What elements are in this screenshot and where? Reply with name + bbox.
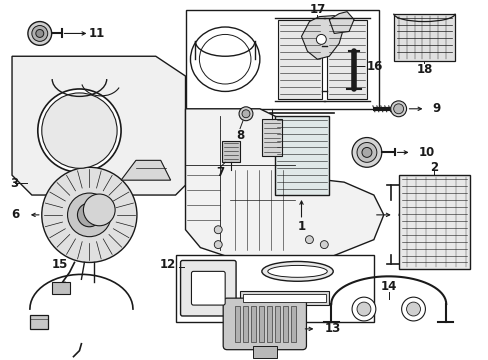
Text: 5: 5 bbox=[277, 127, 285, 140]
Text: 17: 17 bbox=[308, 3, 325, 16]
Polygon shape bbox=[12, 56, 185, 195]
Bar bbox=[282, 306, 287, 342]
Bar bbox=[277, 19, 322, 99]
Text: 3: 3 bbox=[10, 177, 18, 190]
Bar bbox=[52, 282, 69, 294]
Bar bbox=[290, 306, 295, 342]
Bar bbox=[235, 306, 240, 342]
Text: 12: 12 bbox=[159, 258, 175, 271]
Text: 2: 2 bbox=[429, 161, 438, 174]
Bar bbox=[252, 346, 276, 357]
Bar bbox=[398, 175, 469, 269]
Circle shape bbox=[356, 143, 376, 162]
Bar bbox=[175, 255, 373, 322]
Polygon shape bbox=[328, 12, 353, 33]
Circle shape bbox=[41, 167, 137, 262]
Circle shape bbox=[242, 110, 249, 118]
Circle shape bbox=[214, 226, 222, 234]
Bar bbox=[261, 119, 281, 156]
Circle shape bbox=[28, 22, 52, 45]
Text: 9: 9 bbox=[431, 102, 440, 115]
Text: 1: 1 bbox=[297, 220, 305, 233]
Circle shape bbox=[239, 107, 252, 121]
Circle shape bbox=[406, 302, 420, 316]
Text: 15: 15 bbox=[51, 258, 68, 271]
Text: 13: 13 bbox=[324, 322, 340, 336]
Circle shape bbox=[361, 148, 371, 157]
Circle shape bbox=[77, 203, 101, 227]
Ellipse shape bbox=[261, 261, 332, 281]
FancyBboxPatch shape bbox=[180, 261, 236, 316]
Bar bbox=[266, 306, 271, 342]
Bar bbox=[258, 306, 264, 342]
Circle shape bbox=[356, 302, 370, 316]
Text: 18: 18 bbox=[415, 63, 432, 76]
Circle shape bbox=[393, 104, 403, 114]
Polygon shape bbox=[185, 109, 383, 257]
Text: 10: 10 bbox=[418, 146, 434, 159]
Text: 4: 4 bbox=[397, 208, 405, 221]
Circle shape bbox=[351, 297, 375, 321]
Bar bbox=[240, 291, 328, 305]
Text: 7: 7 bbox=[216, 166, 224, 179]
FancyBboxPatch shape bbox=[223, 298, 306, 350]
Bar bbox=[30, 315, 48, 329]
Text: 8: 8 bbox=[235, 129, 244, 142]
Text: 6: 6 bbox=[12, 208, 20, 221]
Bar bbox=[185, 10, 378, 109]
Text: 14: 14 bbox=[380, 280, 396, 293]
Bar bbox=[243, 306, 247, 342]
Text: 11: 11 bbox=[89, 27, 105, 40]
Bar bbox=[274, 116, 328, 195]
Text: 16: 16 bbox=[366, 60, 383, 73]
Circle shape bbox=[390, 101, 406, 117]
Bar bbox=[250, 306, 255, 342]
Ellipse shape bbox=[267, 265, 326, 277]
Bar bbox=[274, 306, 279, 342]
Bar bbox=[243, 294, 325, 302]
Circle shape bbox=[36, 30, 43, 37]
Bar bbox=[326, 19, 366, 99]
Circle shape bbox=[83, 194, 115, 226]
Circle shape bbox=[401, 297, 425, 321]
Bar bbox=[222, 140, 240, 162]
Circle shape bbox=[320, 240, 327, 248]
Circle shape bbox=[38, 89, 121, 172]
FancyBboxPatch shape bbox=[191, 271, 224, 305]
Circle shape bbox=[41, 93, 117, 168]
Circle shape bbox=[316, 35, 325, 44]
Circle shape bbox=[351, 138, 381, 167]
Circle shape bbox=[305, 236, 313, 244]
Circle shape bbox=[214, 240, 222, 248]
Circle shape bbox=[67, 193, 111, 237]
Polygon shape bbox=[301, 15, 344, 59]
Circle shape bbox=[32, 26, 48, 41]
Bar bbox=[393, 14, 454, 61]
Polygon shape bbox=[121, 160, 170, 180]
